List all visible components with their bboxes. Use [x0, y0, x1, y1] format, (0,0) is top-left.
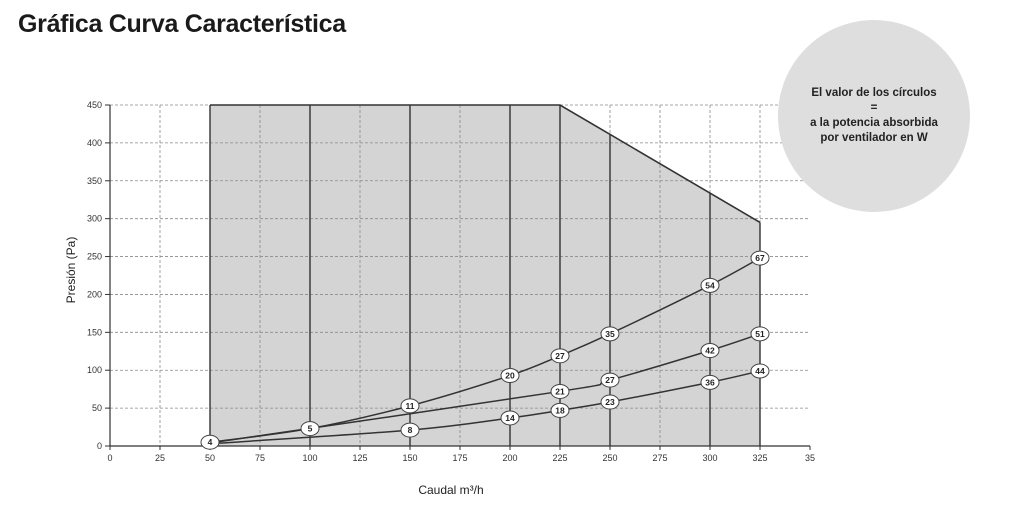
power-badge-label: 8: [408, 425, 413, 435]
envelope-edge: [210, 104, 761, 224]
power-badge: [400, 398, 420, 414]
power-badge-label: 54: [705, 280, 715, 290]
power-badge: [550, 383, 570, 399]
x-tick-label: 150: [402, 453, 417, 463]
power-badge: [600, 326, 620, 342]
power-badge: [200, 434, 220, 450]
info-line: El valor de los círculos: [811, 87, 937, 99]
power-badge: [600, 394, 620, 410]
power-badge-label: 27: [605, 375, 615, 385]
x-tick-label: 25: [155, 453, 165, 463]
power-badge-label: 14: [505, 413, 515, 423]
y-tick-label: 350: [87, 176, 102, 186]
power-badge-label: 11: [406, 401, 415, 411]
power-badge-label: 42: [705, 346, 715, 356]
info-circle: El valor de los círculos = a la potencia…: [778, 20, 970, 212]
operating-area: [210, 105, 760, 446]
power-badge: [500, 410, 520, 426]
x-tick-label: 35: [805, 453, 815, 463]
x-tick-label: 225: [552, 453, 567, 463]
y-tick-label: 50: [92, 403, 102, 413]
info-equals: =: [870, 102, 878, 114]
power-badge-label: 27: [555, 351, 565, 361]
power-badge: [500, 368, 520, 384]
y-tick-label: 0: [97, 441, 102, 451]
power-badge: [750, 326, 770, 342]
power-badge: [700, 343, 720, 359]
x-axis-label: Caudal m³/h: [418, 483, 483, 497]
axes: 0 50 100 150 200 250 300 350 400 450 0 25 50 75 100 125…: [87, 100, 815, 463]
power-badges: 4 5 11 20 27 35 54 67 21 27 42 51 8 14 18 23 36 44: [200, 250, 770, 450]
x-tick-label: 325: [752, 453, 767, 463]
power-badge-label: 21: [555, 386, 565, 396]
y-tick-label: 300: [87, 214, 102, 224]
power-badge-label: 44: [755, 366, 765, 376]
y-tick-label: 150: [87, 327, 102, 337]
y-tick-label: 200: [87, 289, 102, 299]
x-tick-label: 275: [652, 453, 667, 463]
operating-area-fill: [210, 105, 760, 446]
power-badge: [550, 348, 570, 364]
x-tick-label: 250: [602, 453, 617, 463]
power-badge-label: 36: [705, 377, 715, 387]
power-badge: [700, 374, 720, 390]
power-badge: [300, 421, 320, 437]
y-tick-label: 450: [87, 100, 102, 110]
power-badge: [400, 422, 420, 438]
y-tick-label: 250: [87, 252, 102, 262]
power-badge: [600, 372, 620, 388]
power-badge-label: 51: [755, 329, 765, 339]
page-title: Gráfica Curva Característica: [18, 10, 346, 38]
x-tick-label: 200: [502, 453, 517, 463]
power-badge: [750, 250, 770, 266]
power-badge-label: 4: [208, 437, 213, 447]
info-line: por ventilador en W: [820, 132, 928, 144]
info-line: a la potencia absorbida: [810, 117, 938, 129]
power-badge: [550, 402, 570, 418]
x-tick-label: 0: [107, 453, 112, 463]
y-axis-label: Presión (Pa): [64, 237, 78, 304]
power-badge-label: 23: [605, 397, 615, 407]
power-badge: [700, 277, 720, 293]
power-badge-label: 5: [308, 424, 313, 434]
x-tick-label: 125: [352, 453, 367, 463]
x-tick-label: 300: [702, 453, 717, 463]
x-tick-label: 175: [452, 453, 467, 463]
y-tick-label: 400: [87, 138, 102, 148]
power-badge: [750, 363, 770, 379]
power-badge-label: 35: [605, 329, 615, 339]
power-badge-label: 20: [505, 371, 515, 381]
x-tick-label: 50: [205, 453, 215, 463]
envelope-line: [210, 104, 761, 224]
x-tick-label: 75: [255, 453, 265, 463]
x-tick-label: 100: [302, 453, 317, 463]
power-badge-label: 18: [555, 405, 565, 415]
y-tick-label: 100: [87, 365, 102, 375]
power-badge-label: 67: [755, 253, 765, 263]
